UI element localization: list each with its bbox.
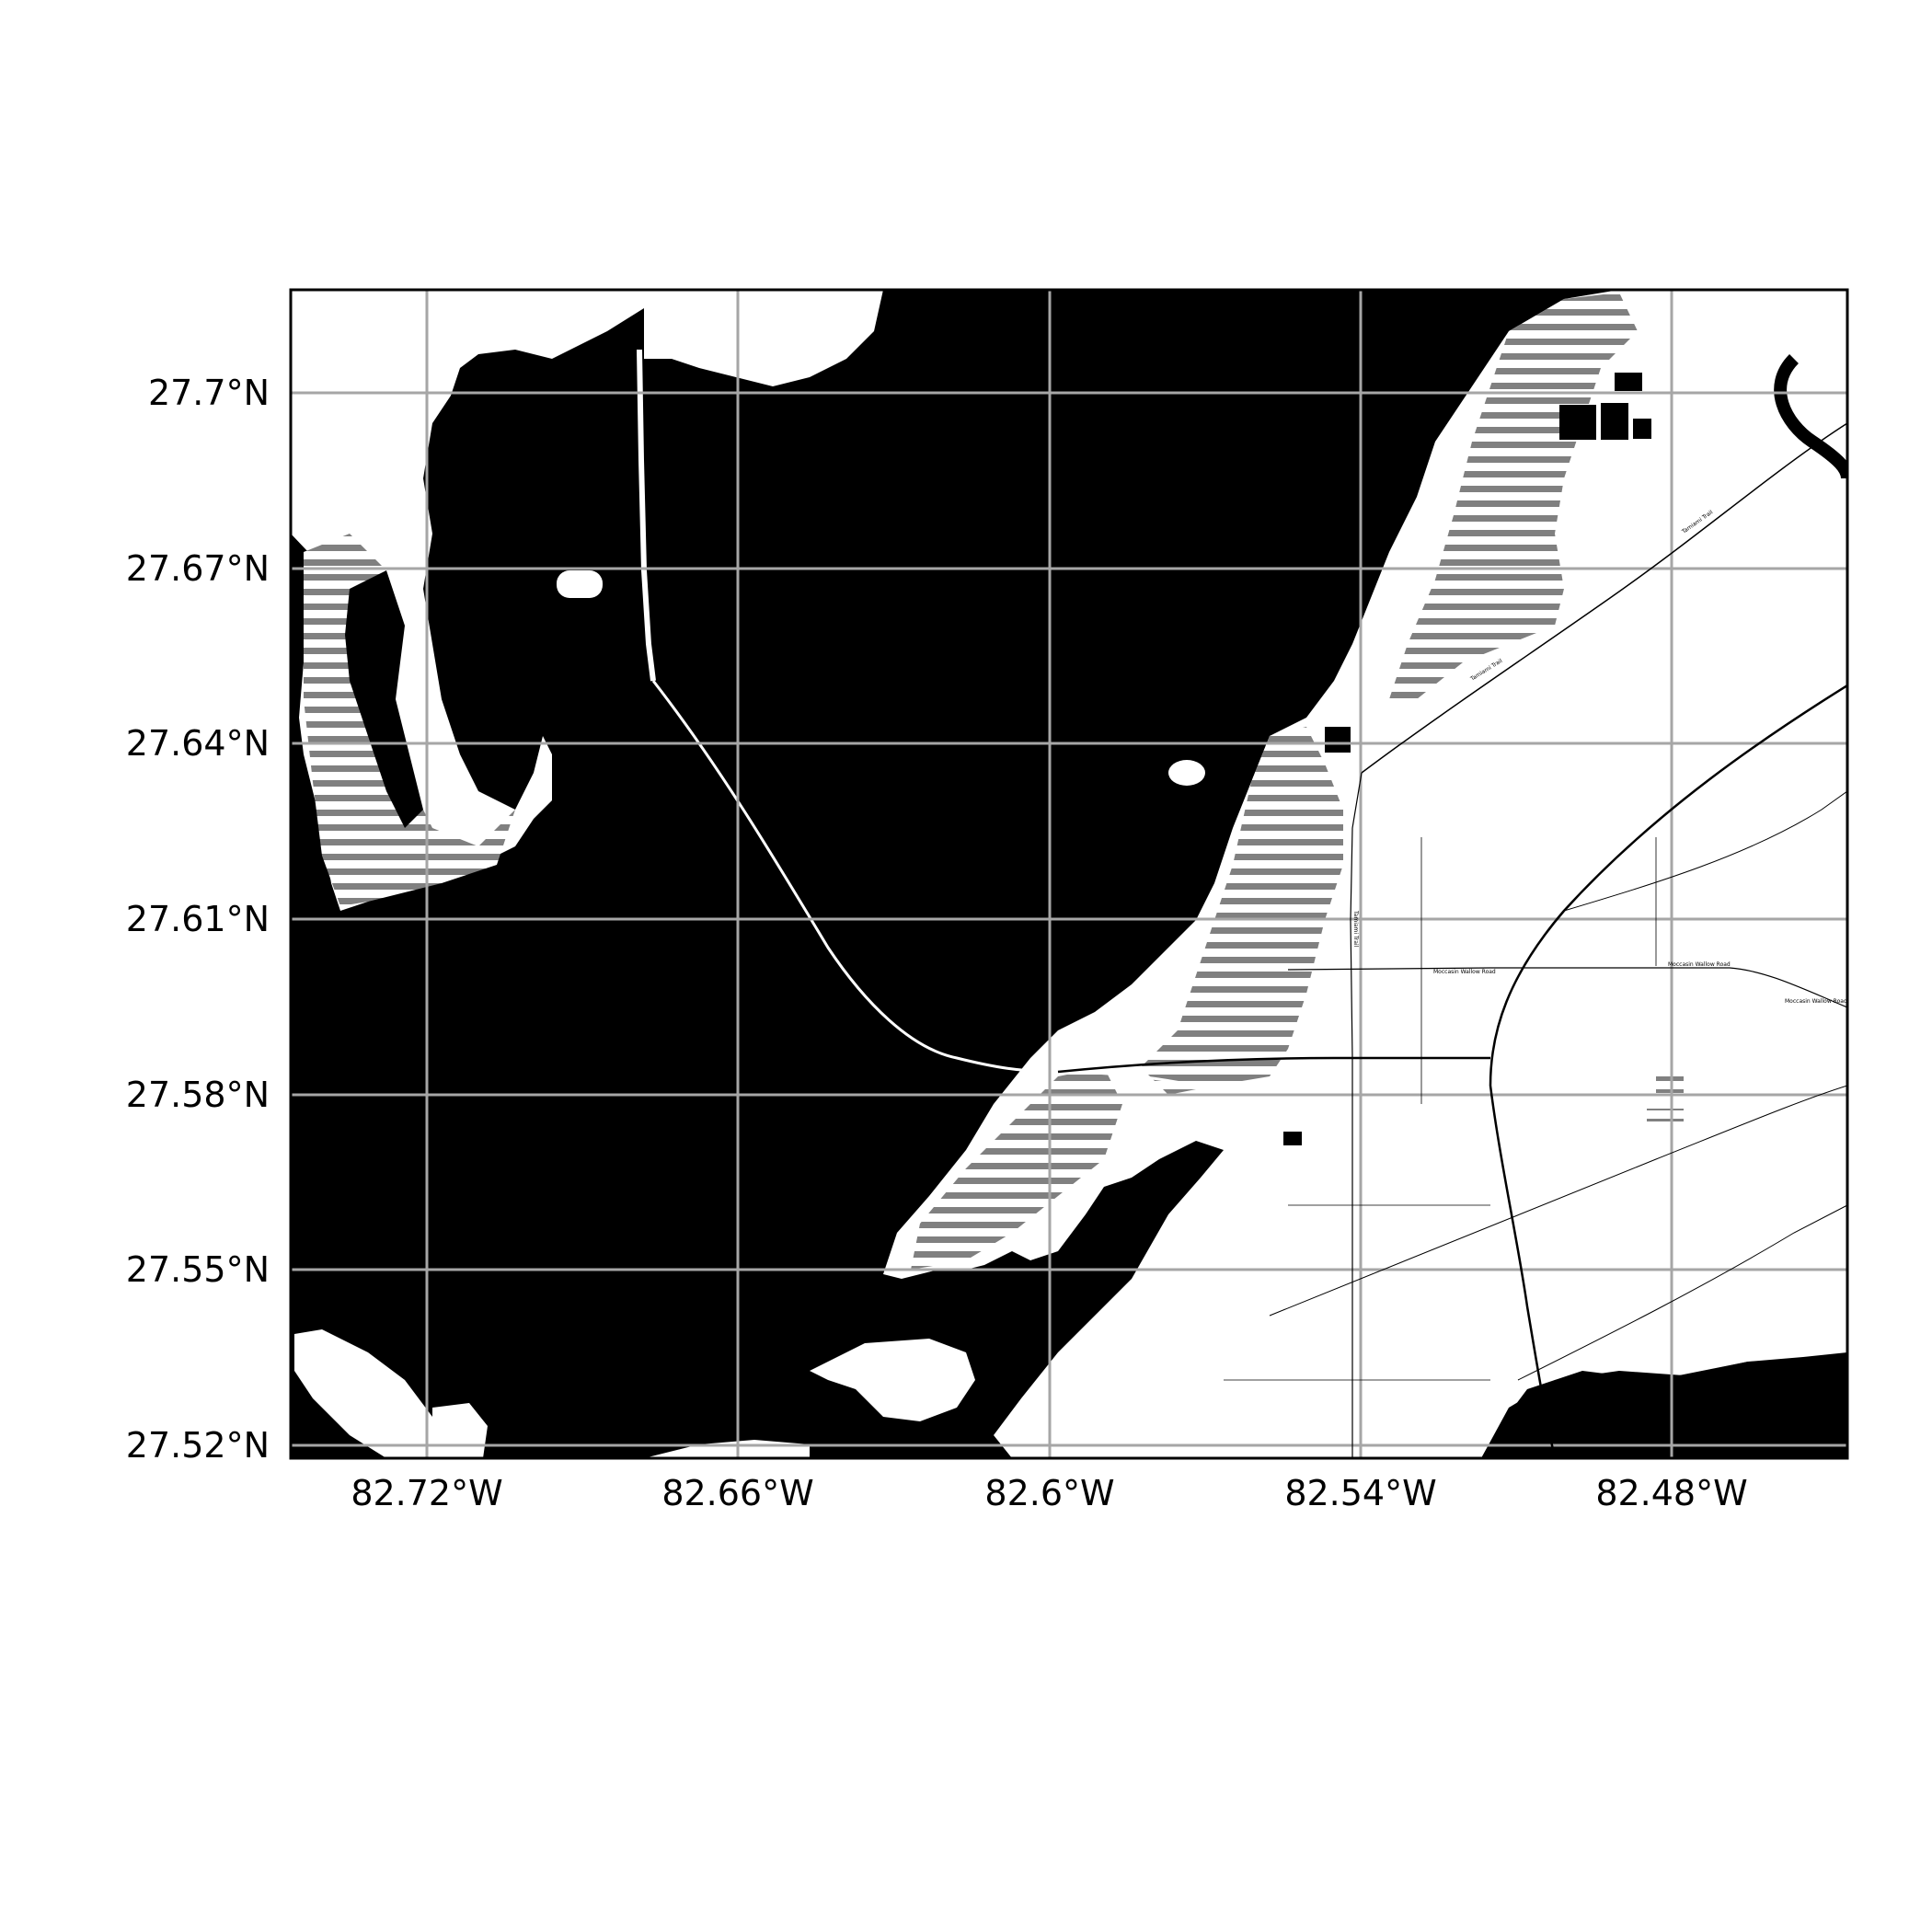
graticule <box>291 290 1847 1458</box>
skyway-causeway-north <box>637 349 656 682</box>
y-tick-label: 27.52°N <box>126 1425 270 1466</box>
road-i275 <box>1057 1056 1490 1074</box>
wetland-south <box>911 1067 1122 1270</box>
pond-north-3 <box>1633 419 1651 439</box>
x-tick-label: 82.66°W <box>661 1473 813 1513</box>
terra-ceia-point <box>810 1339 975 1421</box>
y-tick-label: 27.67°N <box>126 548 270 589</box>
pond-north-1 <box>1559 405 1596 440</box>
road-moccasin-wallow <box>1287 967 1847 1008</box>
pond-central <box>1325 727 1351 753</box>
x-axis-labels: 82.72°W 82.66°W 82.6°W 82.54°W 82.48°W <box>351 1473 1747 1513</box>
anna-maria-island <box>294 1329 460 1458</box>
mullet-key-islet <box>1168 760 1205 786</box>
pond-south-1 <box>1283 1132 1302 1145</box>
road-i75 <box>1489 684 1847 1458</box>
x-tick-label: 82.6°W <box>984 1473 1114 1513</box>
y-axis-labels: 27.7°N 27.67°N 27.64°N 27.61°N 27.58°N 2… <box>126 373 270 1466</box>
x-tick-label: 82.48°W <box>1595 1473 1747 1513</box>
road-label-tamiami-1: Tamiami Trail <box>1352 910 1359 948</box>
y-tick-label: 27.64°N <box>126 723 270 764</box>
road-tamiami-trail <box>1361 422 1847 774</box>
pond-north-4 <box>1615 373 1642 391</box>
road-label-moccasin-3: Moccasin Wallow Road <box>1785 998 1847 1005</box>
egmont-island <box>557 570 603 598</box>
x-tick-label: 82.54°W <box>1284 1473 1436 1513</box>
map-frame <box>289 288 1849 1460</box>
y-tick-label: 27.55°N <box>126 1249 270 1290</box>
north-shore-st-pete <box>644 290 883 386</box>
road-east-connector <box>1563 790 1847 912</box>
river-manatee <box>1481 1352 1847 1458</box>
y-tick-label: 27.61°N <box>126 899 270 939</box>
road-label-moccasin-1: Moccasin Wallow Road <box>1433 969 1496 975</box>
wetland-patch-east <box>1656 1076 1684 1093</box>
pond-north-2 <box>1601 403 1628 440</box>
wetland-patch-east2 <box>1647 1109 1684 1121</box>
road-diagonal-southeast <box>1517 1204 1847 1381</box>
y-tick-label: 27.7°N <box>148 373 270 413</box>
road-network <box>1057 422 1847 1458</box>
pinellas-lagoon <box>345 570 423 828</box>
x-tick-label: 82.72°W <box>351 1473 502 1513</box>
skyway-bridge <box>651 680 1289 1091</box>
road-label-moccasin-2: Moccasin Wallow Road <box>1668 961 1731 968</box>
mainland-east <box>883 290 1847 1458</box>
y-tick-label: 27.58°N <box>126 1075 270 1115</box>
wetland-central <box>1141 727 1343 1095</box>
river-little-manatee <box>1774 354 1847 479</box>
long-key <box>327 293 345 488</box>
